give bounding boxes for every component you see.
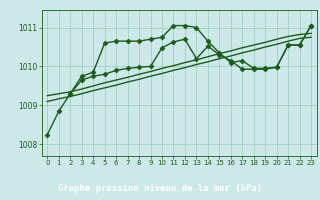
Text: Graphe pression niveau de la mer (hPa): Graphe pression niveau de la mer (hPa): [58, 184, 262, 193]
